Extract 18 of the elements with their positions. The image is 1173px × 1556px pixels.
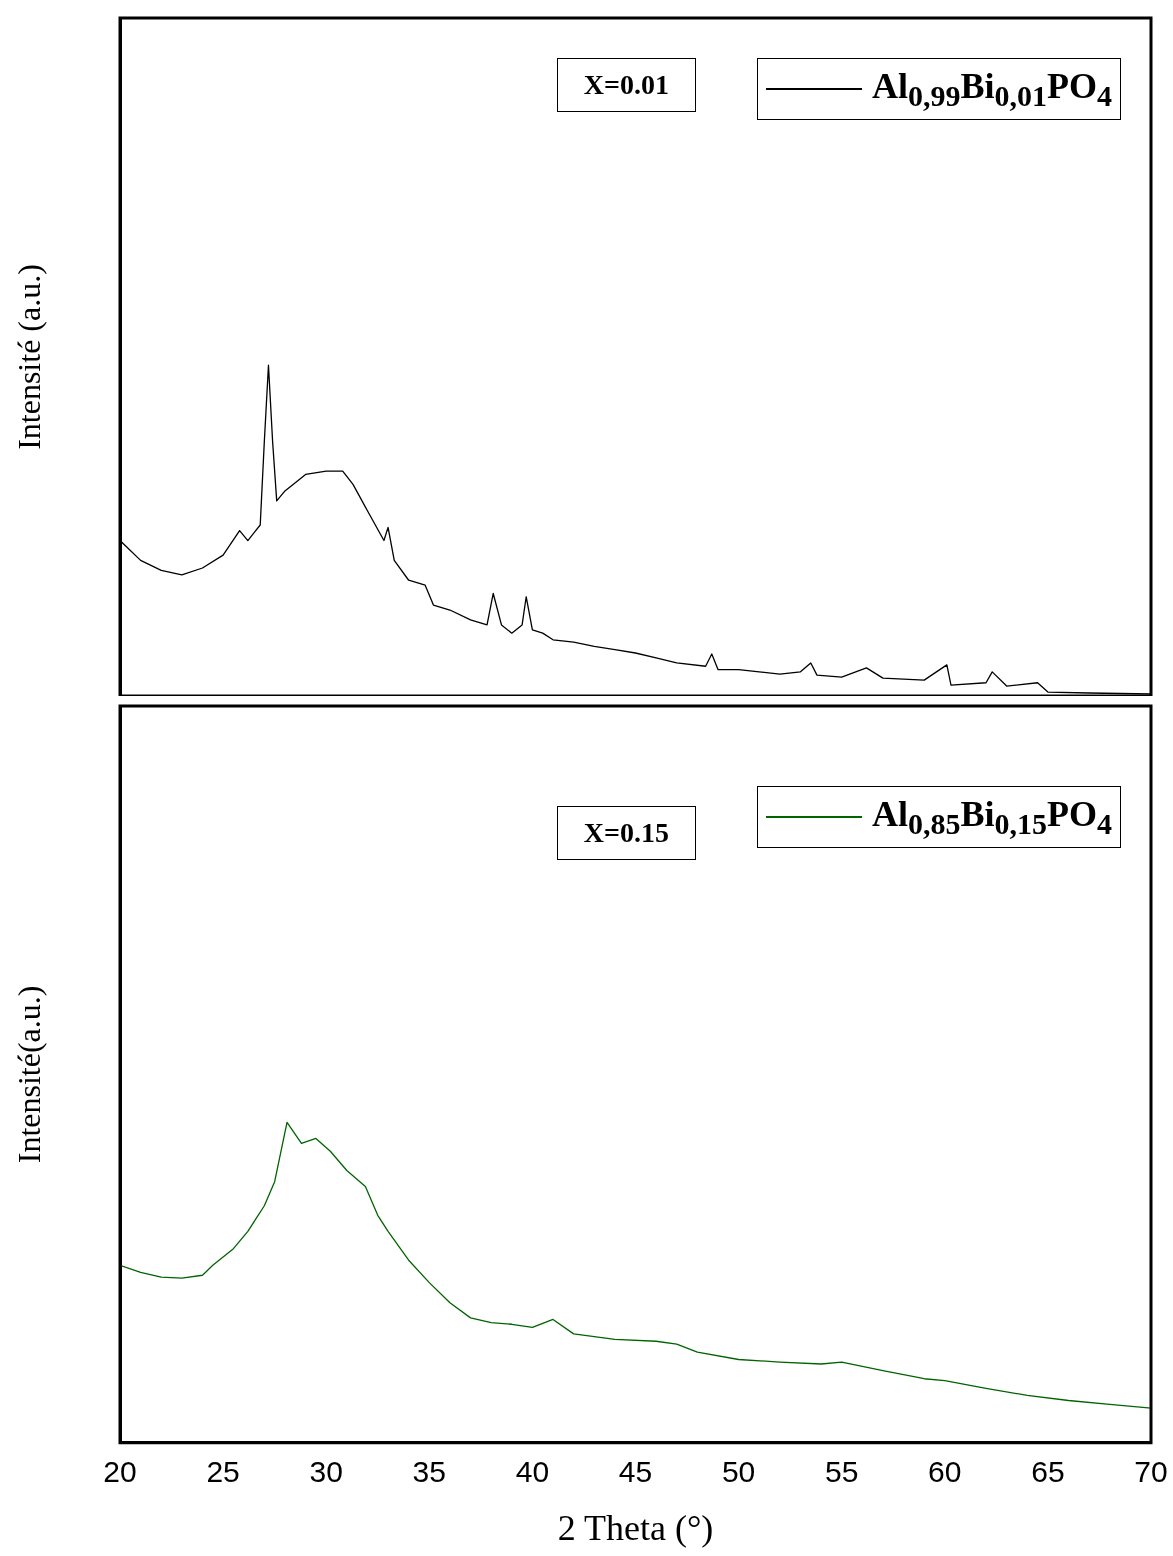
legend-label: Al$_{0,85}$Bi$_{0,15}$PO$_{4}$ xyxy=(871,793,1112,842)
x-tick-label: 25 xyxy=(206,1455,240,1489)
x-tick-label: 60 xyxy=(928,1455,962,1489)
x-tick-label: 20 xyxy=(103,1455,137,1489)
text: X=0.15 xyxy=(556,806,696,860)
x-tick-label: 65 xyxy=(1031,1455,1065,1489)
text: X=0.01 xyxy=(556,58,696,112)
x-tick-label: 70 xyxy=(1134,1455,1168,1489)
x-tick-label: 40 xyxy=(515,1455,550,1489)
legend-label: Al$_{0,99}$Bi$_{0,01}$PO$_{4}$ xyxy=(871,65,1112,114)
x-tick-label: 45 xyxy=(618,1455,653,1489)
y-axis-title: Intensité(a.u.) xyxy=(10,985,47,1164)
y-axis-title: Intensité (a.u.) xyxy=(10,264,47,450)
x-tick-label: 50 xyxy=(721,1455,756,1489)
x-tick-label: 30 xyxy=(309,1455,343,1489)
x-tick-label: 55 xyxy=(825,1455,859,1489)
x-tick-label: 35 xyxy=(412,1455,446,1489)
x-axis-title: 2 Theta (°) xyxy=(557,1507,714,1548)
